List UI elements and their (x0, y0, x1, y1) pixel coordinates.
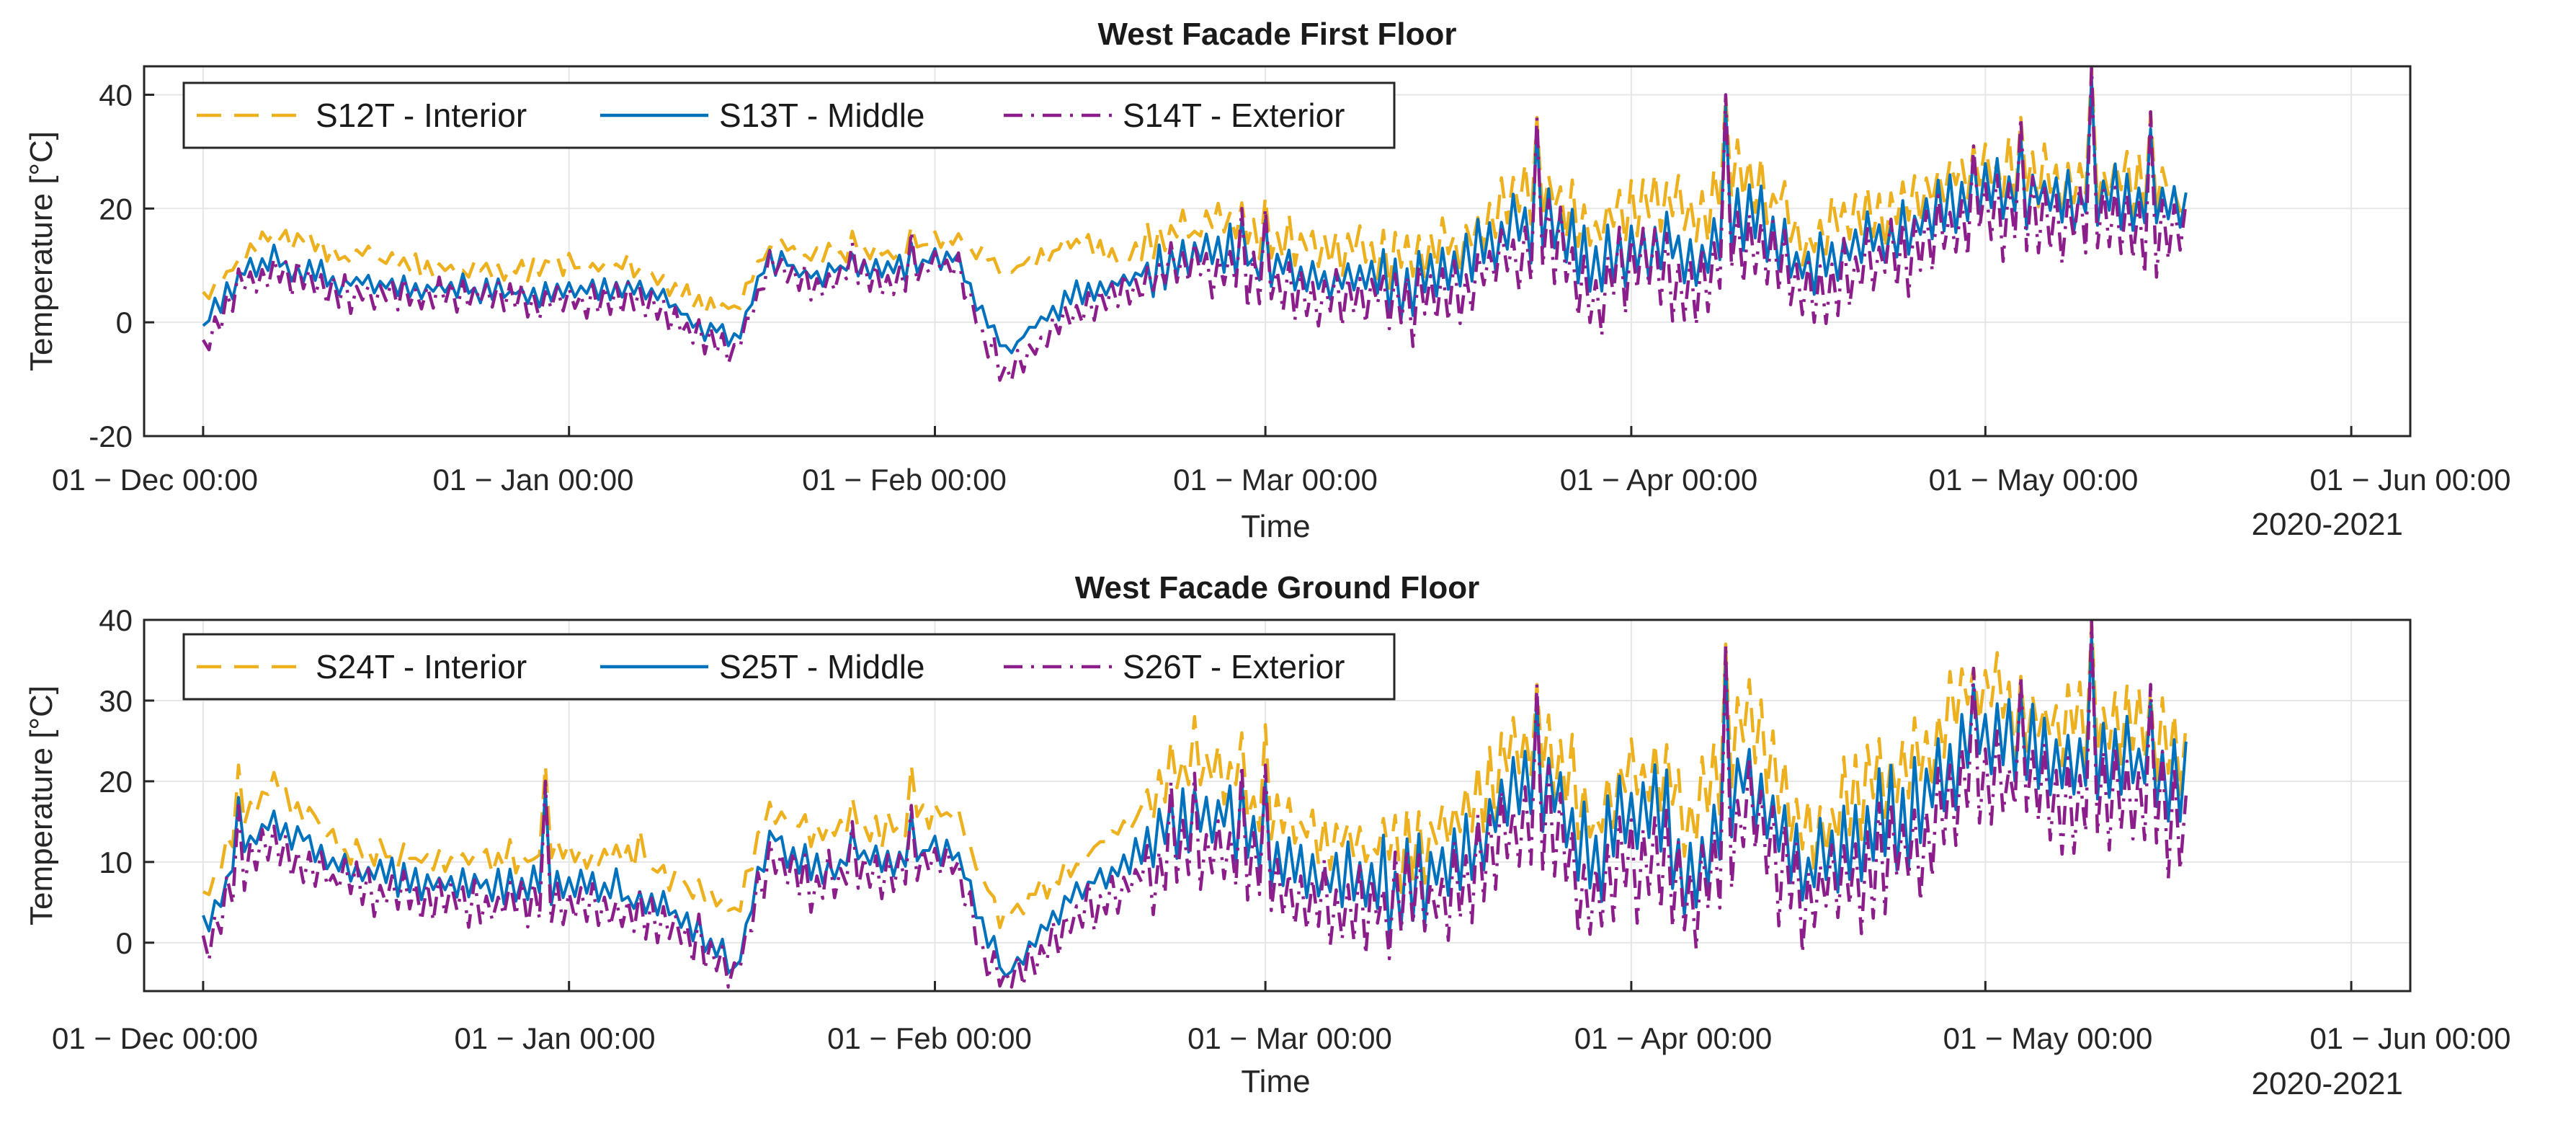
chart-title: West Facade Ground Floor (1075, 570, 1479, 605)
x-axis-label: Time (1241, 509, 1310, 544)
series-line-interior (202, 66, 2188, 316)
chart-2: 01 − Dec 00:00 01 − Jan 00:00 01 − Feb 00:… (24, 570, 2511, 1101)
x-tick-label: 01 − Jan 00:00 (454, 1021, 655, 1055)
y-tick-label: 40 (99, 603, 133, 637)
x-tick-label: 01 − Dec 00:00 (52, 1021, 258, 1055)
series-line-exterior (201, 66, 2188, 383)
x-secondary-label: 2020-2021 (2252, 507, 2403, 542)
legend-label: S26T - Exterior (1123, 648, 1345, 685)
y-tick-label: 30 (99, 684, 133, 718)
y-tick-label: 40 (99, 78, 133, 112)
legend-box (182, 633, 1396, 701)
y-tick-label: -20 (89, 420, 133, 453)
legend-label: S13T - Middle (719, 97, 925, 134)
legend-label: S25T - Middle (719, 648, 925, 685)
x-tick-label: 01 − Feb 00:00 (827, 1021, 1032, 1055)
x-tick-label: 01 − Jan 00:00 (432, 463, 633, 497)
series-line-exterior (201, 619, 2188, 989)
x-tick-label: 01 − Jun 00:00 (2309, 1021, 2510, 1055)
axes-box (143, 65, 2412, 438)
x-secondary-label: 2020-2021 (2252, 1066, 2403, 1101)
legend-label: S12T - Interior (316, 97, 527, 134)
series-line-middle (202, 76, 2188, 355)
x-tick-label: 01 − Mar 00:00 (1173, 463, 1378, 497)
axes-box (143, 618, 2412, 993)
y-tick-label: 0 (116, 306, 133, 339)
x-tick-label: 01 − Apr 00:00 (1560, 463, 1757, 497)
legend: S24T - Interior S25T - Middle S26T - Exter… (182, 633, 1396, 701)
x-tick-label: 01 − May 00:00 (1929, 463, 2139, 497)
y-axis-label: Temperature [°C] (24, 685, 59, 926)
chart-1: 01 − Dec 00:00 01 − Jan 00:00 01 − Feb 00:… (24, 17, 2511, 544)
legend-box (182, 81, 1396, 149)
legend-label: S24T - Interior (316, 648, 527, 685)
y-tick-label: 0 (116, 926, 133, 960)
x-tick-label: 01 − Jun 00:00 (2309, 463, 2510, 497)
chart-title: West Facade First Floor (1098, 17, 1457, 52)
x-tick-label: 01 − Apr 00:00 (1574, 1021, 1772, 1055)
y-tick-label: 20 (99, 765, 133, 799)
series-line-interior (202, 619, 2188, 930)
x-tick-label: 01 − Dec 00:00 (52, 463, 258, 497)
legend: S12T - Interior S13T - Middle S14T - Exter… (182, 81, 1396, 149)
x-tick-label: 01 − May 00:00 (1943, 1021, 2153, 1055)
legend-label: S14T - Exterior (1123, 97, 1345, 134)
y-axis-label: Temperature [°C] (24, 131, 59, 371)
y-tick-label: 20 (99, 192, 133, 226)
x-axis-label: Time (1241, 1064, 1310, 1099)
x-tick-label: 01 − Mar 00:00 (1187, 1021, 1392, 1055)
x-tick-label: 01 − Feb 00:00 (802, 463, 1007, 497)
y-tick-label: 10 (99, 845, 133, 879)
